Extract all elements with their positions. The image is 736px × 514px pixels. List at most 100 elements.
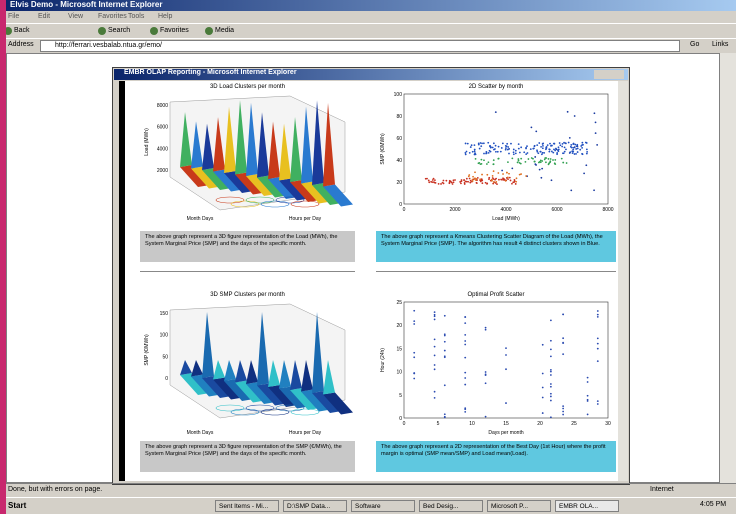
scatter-dot xyxy=(505,145,507,147)
scatter-dot xyxy=(454,179,456,181)
scatter-dot xyxy=(464,384,466,386)
caption: The above graph represent a 3D figure re… xyxy=(140,231,355,262)
scatter-dot xyxy=(464,183,466,185)
task-item[interactable]: Microsoft P... xyxy=(487,500,551,512)
scatter-dot xyxy=(562,162,564,164)
scatter-dot xyxy=(585,142,587,144)
scatter-dot xyxy=(507,161,509,163)
divider xyxy=(140,271,355,272)
scatter-dot xyxy=(534,163,536,165)
figure-title: Optimal Profit Scatter xyxy=(467,292,524,298)
scatter-dot xyxy=(480,181,482,183)
scatter-dot xyxy=(495,145,497,147)
scatter-dot xyxy=(465,143,467,145)
task-item[interactable]: D:\SMP Data... xyxy=(283,500,347,512)
task-item[interactable]: EMBR OLA... xyxy=(555,500,619,512)
scatter-dot xyxy=(525,161,527,163)
scatter-dot xyxy=(495,111,497,113)
scatter-dot xyxy=(464,372,466,374)
scatter-dot xyxy=(467,143,469,145)
scatter-dot xyxy=(495,181,497,183)
scatter-dot xyxy=(538,142,540,144)
scatter-dot xyxy=(444,416,446,418)
scatter-dot xyxy=(597,403,599,405)
scatter-dot xyxy=(510,143,512,145)
scatter-dot xyxy=(550,400,552,402)
scatter-dot xyxy=(481,178,483,180)
scatter-dot xyxy=(539,169,541,171)
report: 3D Load Clusters per month20004000600080… xyxy=(0,0,736,514)
scatter-dot xyxy=(444,341,446,343)
scatter-dot xyxy=(445,180,447,182)
scatter-dot xyxy=(562,313,564,315)
scatter-dot xyxy=(430,181,432,183)
scatter-dot xyxy=(597,314,599,316)
x-tick-label: 8000 xyxy=(602,207,613,213)
scatter-dot xyxy=(570,189,572,191)
scatter-dot xyxy=(519,174,521,176)
scatter-dot xyxy=(515,183,517,185)
scatter-dot xyxy=(485,182,487,184)
scatter-dot xyxy=(567,111,569,113)
scatter-dot xyxy=(574,153,576,155)
scatter-dot xyxy=(575,153,577,155)
scatter-dot xyxy=(438,183,440,185)
scatter-dot xyxy=(562,414,564,416)
scatter-dot xyxy=(576,144,578,146)
taskbar: Start 4:05 PM Sent Items - Mi...D:\SMP D… xyxy=(0,497,736,514)
scatter-dot xyxy=(597,348,599,350)
scatter-dot xyxy=(595,132,597,134)
scatter-dot xyxy=(536,151,538,153)
caption: The above graph represent a 3D figure re… xyxy=(140,441,355,472)
z-tick-label: 50 xyxy=(162,354,168,360)
scatter-dot xyxy=(464,340,466,342)
scatter-dot xyxy=(540,160,542,162)
scatter-dot xyxy=(464,322,466,324)
scatter-dot xyxy=(469,182,471,184)
scatter-dot xyxy=(550,319,552,321)
x-label: Month Days xyxy=(187,216,214,222)
scatter-dot xyxy=(587,377,589,379)
scatter-dot xyxy=(478,162,480,164)
z-tick-label: 8000 xyxy=(157,103,168,109)
y-tick-label: 25 xyxy=(396,300,402,306)
scatter-dot xyxy=(597,316,599,318)
scatter-dot xyxy=(565,143,567,145)
scatter-dot xyxy=(566,162,568,164)
start-button[interactable]: Start xyxy=(8,501,26,510)
scatter-dot xyxy=(488,177,490,179)
scatter-dot xyxy=(507,178,509,180)
scatter-dot xyxy=(542,143,544,145)
scatter-dot xyxy=(469,152,471,154)
scatter-dot xyxy=(440,183,442,185)
task-item[interactable]: Bed Desig... xyxy=(419,500,483,512)
screen: Elvis Demo - Microsoft Internet Explorer… xyxy=(0,0,736,514)
scatter-dot xyxy=(597,343,599,345)
scatter-dot xyxy=(477,177,479,179)
scatter-dot xyxy=(495,151,497,153)
scatter-dot xyxy=(542,412,544,414)
scatter-dot xyxy=(413,310,415,312)
scatter-dot xyxy=(496,183,498,185)
scatter-dot xyxy=(444,384,446,386)
scatter-dot xyxy=(519,152,521,154)
scatter-dot xyxy=(526,145,528,147)
scatter-dot xyxy=(562,408,564,410)
scatter-dot xyxy=(493,159,495,161)
task-item[interactable]: Software xyxy=(351,500,415,512)
scatter-dot xyxy=(581,142,583,144)
scatter-dot xyxy=(492,183,494,185)
scatter-dot xyxy=(520,146,522,148)
scatter-dot xyxy=(545,161,547,163)
scatter-dot xyxy=(547,144,549,146)
scatter-dot xyxy=(537,152,539,154)
scatter-dot xyxy=(553,148,555,150)
scatter-dot xyxy=(550,340,552,342)
scatter-dot xyxy=(413,352,415,354)
task-item[interactable]: Sent Items - Mi... xyxy=(215,500,279,512)
scatter-dot xyxy=(542,152,544,154)
scatter-dot xyxy=(548,151,550,153)
scatter-dot xyxy=(540,161,542,163)
scatter-dot xyxy=(472,176,474,178)
scatter-dot xyxy=(434,315,436,317)
